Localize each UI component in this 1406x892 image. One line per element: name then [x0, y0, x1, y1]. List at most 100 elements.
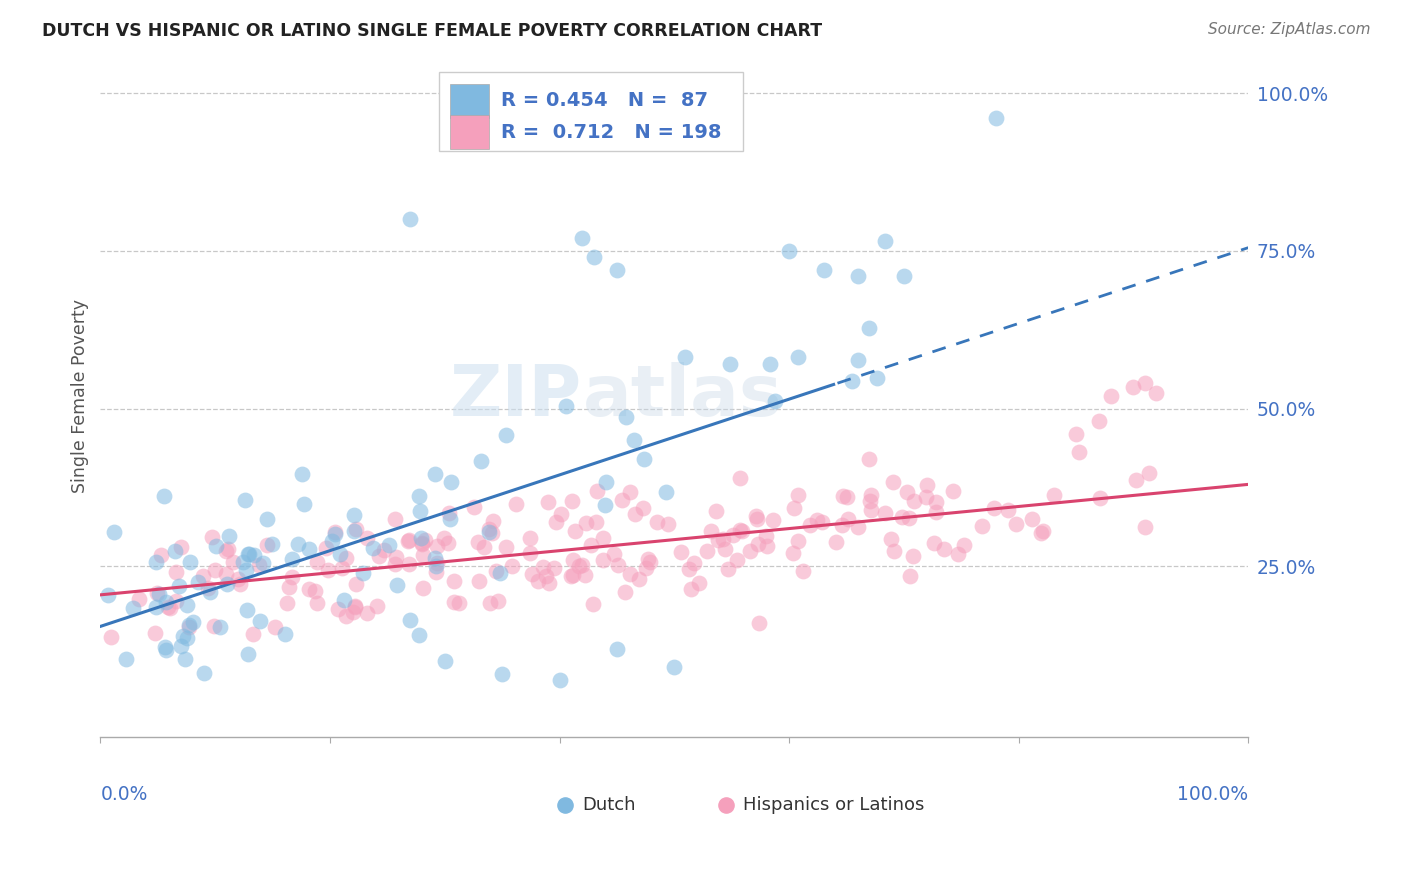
Point [143, 626, 166, 640]
Point [179, 555, 201, 569]
Point [208, 619, 231, 633]
Point [1032, 524, 1054, 539]
Point [637, 551, 659, 566]
Point [534, 568, 557, 582]
Point [564, 524, 586, 538]
Point [725, 553, 748, 567]
Point [531, 559, 554, 574]
Point [323, 524, 346, 539]
Point [155, 594, 177, 608]
Point [747, 537, 769, 551]
Point [562, 553, 585, 567]
Point [787, 488, 810, 502]
Point [236, 647, 259, 661]
Point [883, 544, 905, 558]
Point [433, 531, 456, 545]
Point [586, 484, 609, 499]
Point [859, 488, 882, 502]
Text: R = 0.454   N =  87: R = 0.454 N = 87 [501, 91, 709, 111]
Point [412, 548, 434, 562]
Point [1042, 488, 1064, 502]
Point [953, 537, 976, 551]
Point [439, 512, 461, 526]
Point [636, 561, 658, 575]
Point [1133, 520, 1156, 534]
Point [704, 503, 727, 517]
Point [873, 506, 896, 520]
Point [633, 452, 655, 467]
Point [384, 512, 406, 526]
Point [664, 660, 686, 674]
Point [218, 529, 240, 543]
Point [756, 539, 779, 553]
Point [755, 528, 778, 542]
Point [858, 320, 880, 334]
Point [170, 639, 193, 653]
Point [304, 583, 326, 598]
Point [411, 537, 433, 551]
Point [274, 626, 297, 640]
Point [858, 452, 880, 467]
Point [425, 566, 447, 580]
Point [700, 524, 723, 538]
Point [731, 524, 754, 539]
Text: Source: ZipAtlas.com: Source: ZipAtlas.com [1208, 22, 1371, 37]
Point [606, 641, 628, 656]
Point [343, 524, 366, 539]
Point [316, 563, 339, 577]
Point [236, 603, 259, 617]
Point [384, 557, 406, 571]
Text: 0.0%: 0.0% [100, 785, 148, 804]
Point [543, 561, 565, 575]
Point [315, 541, 337, 555]
Point [831, 489, 853, 503]
Point [145, 600, 167, 615]
Point [307, 596, 329, 610]
Point [437, 536, 460, 550]
Point [1088, 414, 1111, 428]
Point [176, 598, 198, 612]
FancyBboxPatch shape [439, 72, 744, 151]
Point [321, 533, 343, 548]
Point [276, 596, 298, 610]
Point [548, 673, 571, 687]
Point [412, 582, 434, 596]
Point [581, 538, 603, 552]
Point [574, 568, 596, 582]
Point [783, 500, 806, 515]
Point [423, 467, 446, 481]
Point [747, 511, 769, 525]
Point [247, 558, 270, 573]
Point [179, 620, 201, 634]
Point [554, 780, 576, 795]
Point [595, 475, 617, 489]
Point [443, 595, 465, 609]
Point [582, 597, 605, 611]
Point [728, 471, 751, 485]
Point [1029, 526, 1052, 541]
Point [678, 562, 700, 576]
Point [522, 566, 544, 581]
Point [582, 250, 605, 264]
Point [298, 582, 321, 596]
Point [170, 541, 193, 555]
Point [232, 555, 254, 569]
Point [846, 268, 869, 283]
Point [922, 536, 945, 550]
Point [561, 494, 583, 508]
Point [519, 532, 541, 546]
Point [537, 575, 560, 590]
Point [915, 478, 938, 492]
Point [765, 393, 787, 408]
Point [252, 556, 274, 570]
Point [882, 475, 904, 489]
Point [714, 541, 737, 556]
Point [356, 531, 378, 545]
Point [688, 575, 710, 590]
Point [875, 234, 897, 248]
Point [932, 541, 955, 556]
Point [495, 540, 517, 554]
Point [264, 620, 287, 634]
Point [399, 212, 422, 227]
Point [792, 564, 814, 578]
